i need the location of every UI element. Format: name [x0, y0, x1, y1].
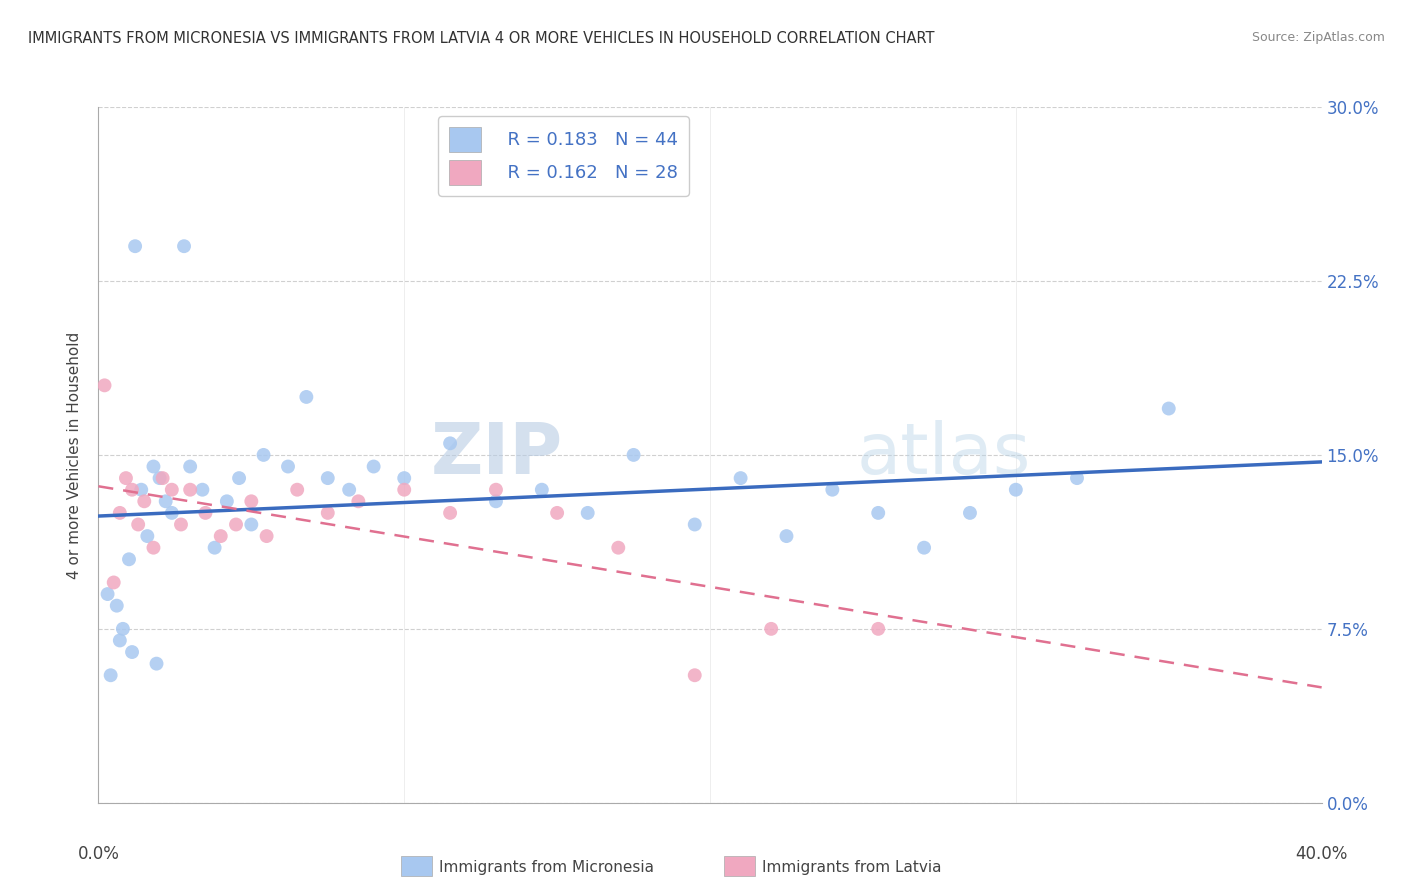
- Point: [228, 471, 250, 485]
- Point: [194, 506, 217, 520]
- Point: [149, 471, 172, 485]
- Point: [100, 668, 122, 682]
- Point: [821, 483, 844, 497]
- Point: [912, 541, 935, 555]
- Point: [225, 517, 247, 532]
- Point: [121, 645, 143, 659]
- Point: [173, 239, 195, 253]
- Point: [127, 517, 149, 532]
- Point: [115, 471, 138, 485]
- Text: atlas: atlas: [856, 420, 1031, 490]
- Point: [136, 529, 159, 543]
- Point: [124, 239, 146, 253]
- Point: [152, 471, 174, 485]
- Point: [337, 483, 360, 497]
- Point: [761, 622, 783, 636]
- Point: [179, 459, 201, 474]
- Point: [142, 541, 165, 555]
- Point: [170, 517, 193, 532]
- Point: [134, 494, 156, 508]
- Point: [868, 622, 890, 636]
- Point: [295, 390, 318, 404]
- Point: [191, 483, 214, 497]
- Point: [392, 483, 416, 497]
- Point: [623, 448, 645, 462]
- Point: [439, 436, 461, 450]
- Point: [118, 552, 141, 566]
- Text: IMMIGRANTS FROM MICRONESIA VS IMMIGRANTS FROM LATVIA 4 OR MORE VEHICLES IN HOUSE: IMMIGRANTS FROM MICRONESIA VS IMMIGRANTS…: [28, 31, 935, 46]
- Point: [485, 494, 508, 508]
- Point: [1004, 483, 1026, 497]
- Point: [546, 506, 568, 520]
- Point: [108, 633, 131, 648]
- Point: [363, 459, 385, 474]
- Point: [108, 506, 131, 520]
- Point: [959, 506, 981, 520]
- Point: [142, 459, 165, 474]
- Point: [240, 494, 263, 508]
- Point: [240, 517, 263, 532]
- Point: [485, 483, 508, 497]
- Point: [607, 541, 630, 555]
- Point: [204, 541, 226, 555]
- Point: [215, 494, 238, 508]
- Text: 0.0%: 0.0%: [77, 845, 120, 863]
- Text: Source: ZipAtlas.com: Source: ZipAtlas.com: [1251, 31, 1385, 45]
- Point: [347, 494, 370, 508]
- Point: [105, 599, 128, 613]
- Point: [285, 483, 308, 497]
- Point: [103, 575, 125, 590]
- Text: Immigrants from Micronesia: Immigrants from Micronesia: [439, 860, 654, 874]
- Point: [256, 529, 278, 543]
- Point: [179, 483, 201, 497]
- Legend:   R = 0.183   N = 44,   R = 0.162   N = 28: R = 0.183 N = 44, R = 0.162 N = 28: [437, 116, 689, 196]
- Point: [93, 378, 115, 392]
- Point: [576, 506, 599, 520]
- Point: [252, 448, 274, 462]
- Point: [316, 471, 339, 485]
- Point: [316, 506, 339, 520]
- Point: [730, 471, 752, 485]
- Point: [277, 459, 299, 474]
- Point: [439, 506, 461, 520]
- Point: [129, 483, 152, 497]
- Point: [1066, 471, 1088, 485]
- Point: [111, 622, 134, 636]
- Point: [145, 657, 167, 671]
- Text: ZIP: ZIP: [432, 420, 564, 490]
- Point: [160, 483, 183, 497]
- Point: [392, 471, 416, 485]
- Point: [868, 506, 890, 520]
- Y-axis label: 4 or more Vehicles in Household: 4 or more Vehicles in Household: [67, 331, 83, 579]
- Point: [1157, 401, 1180, 416]
- Point: [530, 483, 553, 497]
- Point: [209, 529, 232, 543]
- Point: [775, 529, 797, 543]
- Point: [683, 517, 706, 532]
- Point: [683, 668, 706, 682]
- Text: 40.0%: 40.0%: [1295, 845, 1348, 863]
- Point: [97, 587, 120, 601]
- Point: [121, 483, 143, 497]
- Point: [155, 494, 177, 508]
- Point: [160, 506, 183, 520]
- Text: Immigrants from Latvia: Immigrants from Latvia: [762, 860, 942, 874]
